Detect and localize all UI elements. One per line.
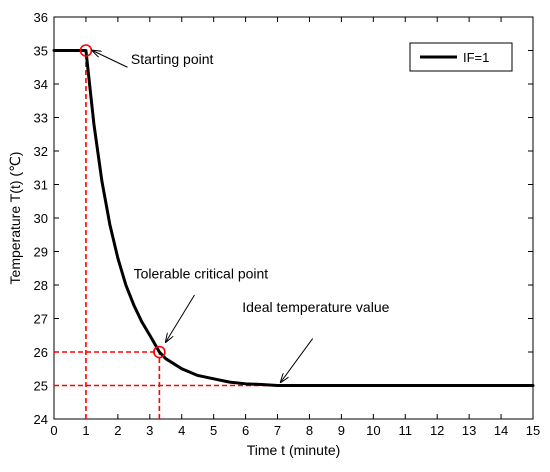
y-tick-label: 35 <box>34 44 48 59</box>
x-tick-label: 1 <box>82 423 89 438</box>
y-tick-label: 27 <box>34 312 48 327</box>
series-lines <box>52 49 535 387</box>
legend-box <box>409 42 513 72</box>
plot-area <box>53 16 534 420</box>
y-axis-label: Temperature T(t) (℃) <box>7 152 23 285</box>
y-tick-label: 28 <box>34 278 48 293</box>
x-tick-label: 9 <box>338 423 345 438</box>
x-tick-label: 2 <box>114 423 121 438</box>
x-tick-label: 14 <box>494 423 508 438</box>
tolerable-critical-point-marker <box>153 345 166 359</box>
y-tick-label: 31 <box>34 178 48 193</box>
series-line <box>52 49 535 387</box>
x-tick-label: 10 <box>366 423 380 438</box>
x-tick-label: 4 <box>178 423 185 438</box>
x-tick-label: 7 <box>274 423 281 438</box>
x-tick-label: 13 <box>462 423 476 438</box>
y-tick-label: 24 <box>34 412 48 427</box>
x-tick-label: 8 <box>306 423 313 438</box>
x-tick-label: 11 <box>399 423 413 438</box>
x-axis-label: Time t (minute) <box>247 442 341 458</box>
legend: IF=1 <box>409 42 513 72</box>
x-tick-label: 3 <box>146 423 153 438</box>
y-tick-label: 32 <box>34 144 48 159</box>
starting-point-annotation-arrow <box>92 51 128 68</box>
y-tick-label: 30 <box>34 211 48 226</box>
legend-label: IF=1 <box>463 50 489 65</box>
ideal-temperature-annotation-text: Ideal temperature value <box>242 299 389 315</box>
y-tick-label: 26 <box>34 345 48 360</box>
x-tick-label: 0 <box>50 423 57 438</box>
tolerable-critical-point-annotation-arrow <box>166 294 195 342</box>
tolerable-critical-point-annotation-text: Tolerable critical point <box>134 265 269 281</box>
x-tick-label: 12 <box>430 423 444 438</box>
ideal-temperature-annotation-arrow <box>281 338 314 383</box>
y-tick-label: 29 <box>34 245 48 260</box>
y-tick-label: 33 <box>34 111 48 126</box>
x-tick-label: 5 <box>210 423 217 438</box>
y-tick-label: 34 <box>34 77 48 92</box>
x-tick-label: 15 <box>526 423 540 438</box>
axis-ticks: 0 1 2 3 4 5 6 7 8 9 10 11 12 13 14 15242526272829303132… <box>34 10 541 438</box>
annotations: Starting point Tolerable critical point Id… <box>92 51 390 383</box>
starting-point-annotation-text: Starting point <box>131 51 214 67</box>
y-tick-label: 36 <box>34 10 48 25</box>
x-tick-label: 6 <box>242 423 249 438</box>
y-tick-label: 25 <box>34 379 48 394</box>
